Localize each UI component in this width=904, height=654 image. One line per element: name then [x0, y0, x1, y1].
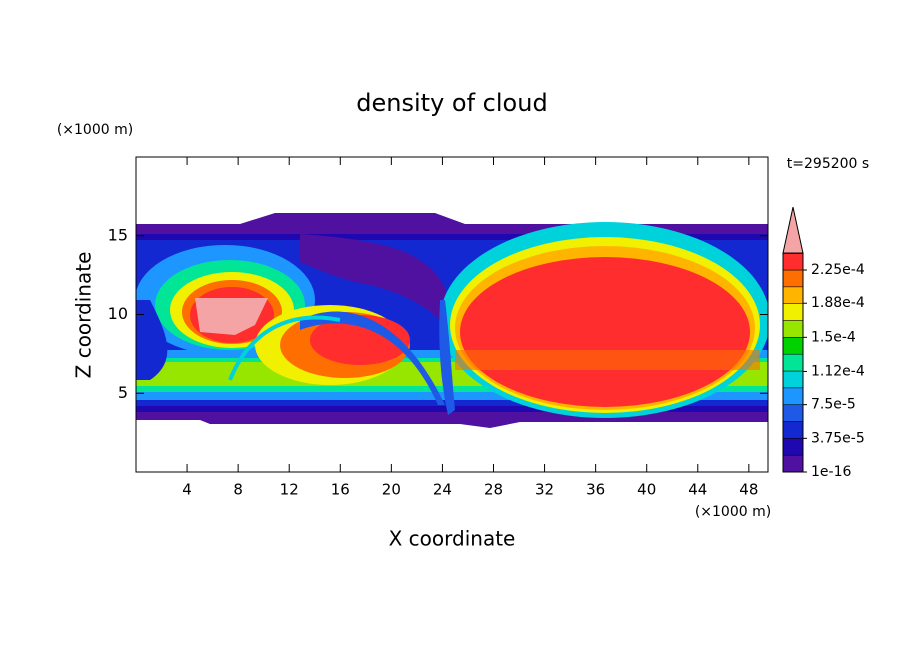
y-axis-label: Z coordinate — [72, 252, 96, 379]
x-tick-label: 44 — [688, 481, 707, 499]
contour-field — [136, 213, 768, 428]
colorbar-box — [782, 337, 804, 355]
colorbar-frame — [782, 252, 804, 473]
chart-title: density of cloud — [356, 89, 547, 117]
colorbar-box — [782, 303, 804, 321]
colorbar-box — [782, 438, 804, 456]
colorbar-box — [782, 387, 804, 405]
x-tick-label: 4 — [182, 481, 192, 499]
colorbar-box — [782, 454, 804, 473]
colorbar-tick-label: 2.25e-4 — [811, 262, 865, 278]
colorbar-box — [782, 353, 804, 372]
x-tick-label: 24 — [433, 481, 452, 499]
colorbar-box — [782, 252, 804, 271]
y-unit: (×1000 m) — [57, 122, 133, 138]
x-tick-label: 36 — [586, 481, 605, 499]
colorbar-tick-label: 1.5e-4 — [811, 329, 856, 345]
colorbar-box — [782, 269, 804, 288]
x-axis-label: X coordinate — [389, 527, 516, 551]
y-tick-label: 5 — [118, 383, 128, 402]
colorbar-box — [782, 320, 804, 338]
y-tick-label: 15 — [108, 225, 128, 244]
colorbar-tick-label: 1e-16 — [811, 464, 851, 480]
x-unit: (×1000 m) — [695, 504, 771, 520]
x-tick-label: 8 — [233, 481, 243, 499]
colorbar-box — [782, 404, 804, 422]
colorbar-box — [782, 421, 804, 439]
colorbar-tick-label: 7.5e-5 — [811, 397, 856, 413]
x-tick-label: 16 — [331, 481, 350, 499]
y-tick-label: 10 — [108, 304, 128, 323]
colorbar-box — [782, 370, 804, 389]
colorbar-extension — [782, 207, 804, 254]
x-tick-label: 12 — [280, 481, 299, 499]
x-tick-label: 48 — [739, 481, 758, 499]
x-tick-label: 20 — [382, 481, 401, 499]
x-tick-label: 32 — [535, 481, 554, 499]
colorbar-box — [782, 286, 804, 304]
colorbar-tick-label: 3.75e-5 — [811, 430, 865, 446]
time-label: t=295200 s — [787, 156, 869, 172]
x-tick-label: 40 — [637, 481, 656, 499]
colorbar-tick-label: 1.88e-4 — [811, 295, 865, 311]
colorbar-tick-label: 1.12e-4 — [811, 363, 865, 379]
x-tick-label: 28 — [484, 481, 503, 499]
